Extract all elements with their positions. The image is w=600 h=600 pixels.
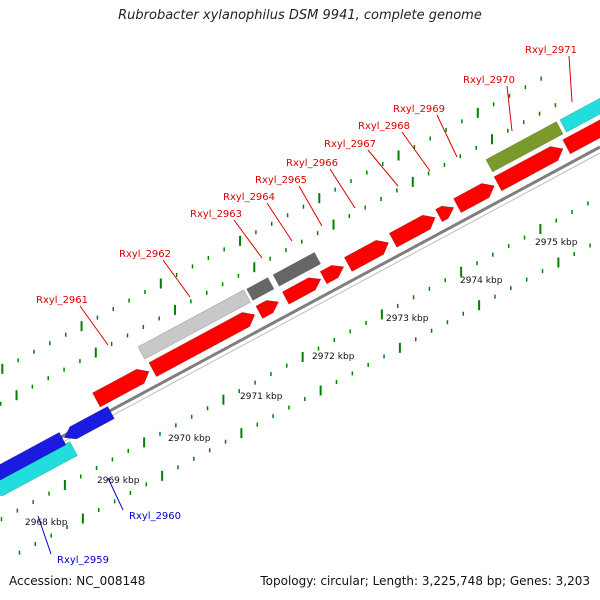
gene-label-Rxyl_2964: Rxyl_2964	[223, 192, 275, 203]
scale-labels: 2968 kbp 2969 kbp 2970 kbp 2971 kbp 2972 kbp…	[25, 238, 578, 528]
gene-label-Rxyl_2970: Rxyl_2970	[463, 75, 515, 86]
gene-label-Rxyl_2960: Rxyl_2960	[129, 511, 181, 522]
gene-label-Rxyl_2969: Rxyl_2969	[393, 104, 445, 115]
feature-Rxyl_2968	[435, 205, 455, 223]
leader-line-Rxyl_2971	[568, 55, 573, 103]
leader-line-Rxyl_2967	[367, 149, 399, 187]
leader-line-Rxyl_2960	[107, 477, 124, 511]
leader-line-Rxyl_2965	[298, 185, 323, 227]
feature-Rxyl_2962	[148, 312, 256, 378]
gene-label-Rxyl_2961: Rxyl_2961	[36, 295, 88, 306]
gene-label-Rxyl_2967: Rxyl_2967	[324, 139, 376, 150]
accession-text: Accession: NC_008148	[9, 574, 146, 588]
feature-Rxyl_2959	[0, 441, 78, 497]
feature-Rxyl_2964	[281, 277, 322, 305]
leader-line-Rxyl_2968	[401, 131, 431, 172]
feature-olive	[485, 121, 564, 173]
gene-labels: Rxyl_2959 Rxyl_2960 Rxyl_2961 Rxyl_2962 Rxyl…	[36, 45, 577, 566]
scale-label: 2975 kbp	[535, 238, 578, 248]
gene-label-Rxyl_2966: Rxyl_2966	[286, 158, 338, 169]
gene-label-Rxyl_2968: Rxyl_2968	[358, 121, 410, 132]
leader-line-Rxyl_2963	[233, 219, 263, 259]
feature-Rxyl_2965	[319, 265, 345, 285]
leader-line-Rxyl_2962	[162, 259, 191, 298]
gene-label-Rxyl_2971: Rxyl_2971	[525, 45, 577, 56]
scale-label: 2970 kbp	[168, 434, 211, 444]
feature-Rxyl_2963	[255, 300, 280, 319]
gene-label-Rxyl_2962: Rxyl_2962	[119, 249, 171, 260]
scale-label: 2971 kbp	[240, 392, 283, 402]
leader-line-Rxyl_2959	[37, 515, 52, 555]
tick-rows	[0, 76, 591, 555]
feature-Rxyl_2960	[63, 405, 115, 440]
feature-dark-gray-1	[246, 277, 275, 301]
gene-label-Rxyl_2963: Rxyl_2963	[190, 209, 242, 220]
scale-label: 2974 kbp	[460, 276, 503, 286]
scale-label: 2968 kbp	[25, 518, 68, 528]
feature-dark-gray-2	[272, 252, 322, 287]
feature-Rxyl_2961	[92, 368, 150, 408]
gene-label-Rxyl_2965: Rxyl_2965	[255, 175, 307, 186]
map-title: Rubrobacter xylanophilus DSM 9941, compl…	[118, 8, 482, 23]
label-leaders	[37, 55, 573, 555]
leader-line-Rxyl_2970	[506, 85, 513, 132]
feature-Rxyl_2959b	[0, 432, 67, 481]
gene-label-Rxyl_2959: Rxyl_2959	[57, 555, 109, 566]
scale-label: 2972 kbp	[312, 352, 355, 362]
feature-arrows	[0, 97, 600, 497]
topology-text: Topology: circular; Length: 3,225,748 bp…	[260, 574, 590, 588]
feature-light-gray	[137, 289, 251, 360]
feature-Rxyl_2967	[388, 214, 436, 248]
leader-line-Rxyl_2964	[266, 202, 293, 242]
feature-Rxyl_2970	[493, 146, 564, 192]
feature-Rxyl_2971	[562, 119, 600, 155]
scale-label: 2973 kbp	[386, 314, 429, 324]
feature-Rxyl_2966	[343, 239, 390, 272]
leader-line-Rxyl_2961	[79, 305, 109, 346]
feature-Rxyl_2969	[453, 183, 495, 214]
leader-line-Rxyl_2966	[329, 168, 356, 209]
leader-line-Rxyl_2969	[436, 114, 458, 158]
feature-cyan-top	[559, 97, 600, 133]
scale-label: 2969 kbp	[97, 476, 140, 486]
